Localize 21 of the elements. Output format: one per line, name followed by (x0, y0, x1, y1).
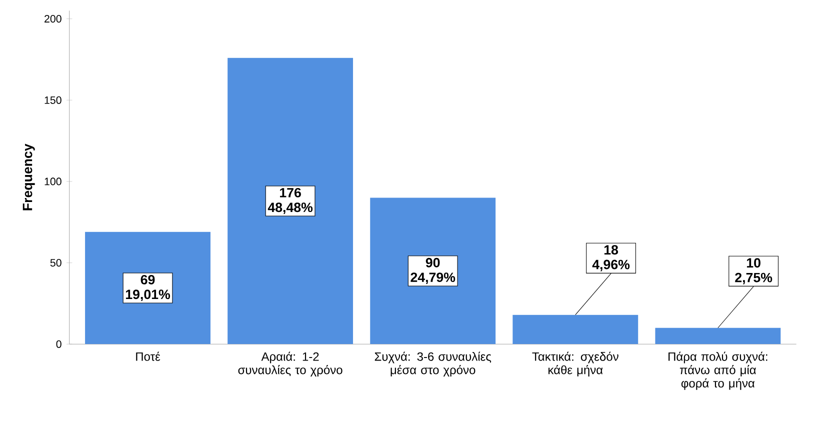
data-label: 18 4,96% (592, 245, 630, 272)
x-tick-label: Τακτικά: σχεδόν κάθε μήνα (532, 352, 618, 377)
data-label: 69 19,01% (126, 275, 170, 302)
bar (655, 328, 781, 344)
data-label: 176 48,48% (268, 188, 313, 214)
y-tick-label: 100 (44, 178, 62, 186)
x-tick-label: Πάρα πολύ συχνά: πάνω από μία φορά το μήνα (668, 352, 768, 390)
y-tick-label: 0 (56, 340, 62, 348)
y-tick-label: 50 (50, 259, 62, 267)
x-tick-label: Συχνά: 3-6 συναυλίες μέσα στο χρόνο (374, 352, 492, 377)
data-label: 10 2,75% (735, 258, 772, 284)
data-label: 90 24,79% (410, 258, 456, 284)
bar (370, 198, 496, 344)
y-tick-label: 150 (44, 96, 62, 104)
bar (85, 232, 210, 344)
y-tick-label: 200 (44, 15, 62, 23)
bar (512, 314, 638, 344)
bar (228, 58, 354, 344)
y-axis-title: Frequency (22, 144, 35, 210)
x-tick-label: Αραιά: 1-2 συναυλίες το χρόνο (238, 352, 342, 377)
x-tick-label: Ποτέ (136, 352, 160, 361)
